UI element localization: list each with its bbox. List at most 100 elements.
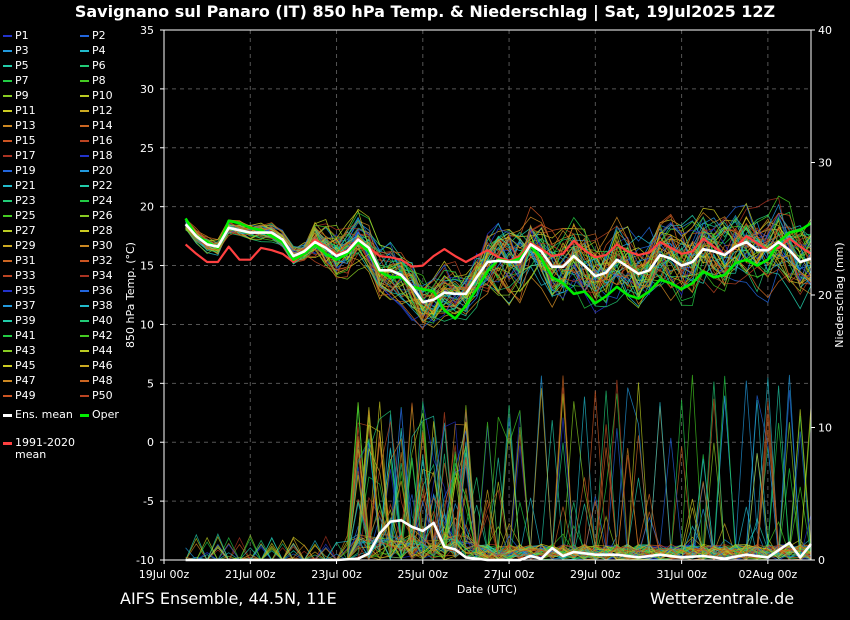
legend-item: P19 <box>3 165 36 177</box>
legend-label: P2 <box>92 29 106 42</box>
legend-label: P6 <box>92 59 106 72</box>
member-temp-line <box>185 216 812 294</box>
legend-item: P33 <box>3 270 36 282</box>
legend-item: P11 <box>3 105 36 117</box>
legend-item: P21 <box>3 180 36 192</box>
axes: -10 -5 0 5 10 15 20 25 30 35 0 10 20 30 40 19Jul 00z 21J… <box>136 24 832 581</box>
y-tick-label-right: 10 <box>818 422 832 435</box>
member-precip-line <box>185 380 812 562</box>
legend-swatch <box>80 335 89 337</box>
y-tick-label-left: 0 <box>147 436 154 449</box>
legend-label: P23 <box>15 194 36 207</box>
legend-swatch <box>80 365 89 367</box>
legend-item: P49 <box>3 390 36 402</box>
legend-item: P42 <box>80 330 113 342</box>
legend-swatch <box>3 170 12 172</box>
legend-swatch <box>80 305 89 307</box>
legend-label: P14 <box>92 119 113 132</box>
legend-item: P31 <box>3 255 36 267</box>
legend-label: P19 <box>15 164 36 177</box>
legend-item: P29 <box>3 240 36 252</box>
legend-label-line2: mean <box>15 448 47 461</box>
legend-label: P28 <box>92 224 113 237</box>
plot-frame <box>163 29 812 561</box>
legend-item: P27 <box>3 225 36 237</box>
y-tick-label-left: 20 <box>140 201 154 214</box>
legend-swatch <box>80 170 89 172</box>
legend-label: P20 <box>92 164 113 177</box>
y-tick-label-left: 35 <box>140 24 154 37</box>
legend-item: P22 <box>80 180 113 192</box>
legend-swatch <box>3 230 12 232</box>
legend-swatch <box>3 290 12 292</box>
legend-label: P42 <box>92 329 113 342</box>
legend-item: P15 <box>3 135 36 147</box>
legend-item: P1 <box>3 30 29 42</box>
y-axis-label-left: 850 hPa Temp. (°C) <box>124 242 137 348</box>
legend-item: P18 <box>80 150 113 162</box>
legend-swatch <box>80 230 89 232</box>
member-temp-line <box>185 216 812 297</box>
legend-item: P44 <box>80 345 113 357</box>
legend-label: P11 <box>15 104 36 117</box>
y-tick-label-left: -10 <box>136 554 154 567</box>
legend-label: P5 <box>15 59 29 72</box>
y-tick-label-left: 5 <box>147 377 154 390</box>
legend-item: P23 <box>3 195 36 207</box>
legend-item: P2 <box>80 30 106 42</box>
legend-label: P47 <box>15 374 36 387</box>
legend-item-oper: Oper <box>80 409 119 421</box>
x-tick-label: 27Jul 00z <box>484 568 535 581</box>
member-precip-line <box>185 401 812 561</box>
legend-swatch <box>80 260 89 262</box>
legend-item: P50 <box>80 390 113 402</box>
legend-label: Oper <box>92 408 119 421</box>
y-tick-label-right: 40 <box>818 24 832 37</box>
x-axis-label: Date (UTC) <box>457 583 517 596</box>
legend-label: P21 <box>15 179 36 192</box>
legend-item: P36 <box>80 285 113 297</box>
legend-label: P46 <box>92 359 113 372</box>
legend-swatch <box>80 50 89 52</box>
legend-label: Ens. mean <box>15 408 73 421</box>
member-precip-line <box>185 399 812 561</box>
legend-item: P41 <box>3 330 36 342</box>
legend-label: P35 <box>15 284 36 297</box>
member-precip-line <box>185 401 812 561</box>
legend-item: P43 <box>3 345 36 357</box>
climate-mean-line <box>184 235 812 268</box>
legend-label: P9 <box>15 89 29 102</box>
legend-swatch <box>3 95 12 97</box>
legend-item: P3 <box>3 45 29 57</box>
legend-label: P1 <box>15 29 29 42</box>
member-precip-line <box>185 377 812 561</box>
y-tick-label-left: 15 <box>140 260 154 273</box>
y-tick-label-right: 30 <box>818 157 832 170</box>
legend-item: P7 <box>3 75 29 87</box>
member-precip-line <box>185 374 812 561</box>
model-caption: AIFS Ensemble, 44.5N, 11E <box>120 589 337 608</box>
legend-label: P15 <box>15 134 36 147</box>
y-tick-label-left: -5 <box>143 495 154 508</box>
member-precip-line <box>185 375 812 561</box>
legend-swatch <box>80 140 89 142</box>
legend-item: P12 <box>80 105 113 117</box>
legend-swatch <box>80 110 89 112</box>
legend-swatch <box>80 413 89 417</box>
legend-item: P24 <box>80 195 113 207</box>
legend-swatch <box>3 365 12 367</box>
legend-swatch <box>3 185 12 187</box>
member-temp-line <box>185 219 812 312</box>
legend-swatch <box>3 245 12 247</box>
member-precip-lines <box>185 374 812 562</box>
y-axis-label-right: Niederschlag (mm) <box>833 242 846 347</box>
legend-swatch <box>3 305 12 307</box>
legend-item: P13 <box>3 120 36 132</box>
legend-label: P49 <box>15 389 36 402</box>
x-tick-label: 02Aug 00z <box>738 568 797 581</box>
legend-item: P20 <box>80 165 113 177</box>
y-tick-label-right: 20 <box>818 289 832 302</box>
member-precip-line <box>185 381 812 561</box>
legend-item: P17 <box>3 150 36 162</box>
